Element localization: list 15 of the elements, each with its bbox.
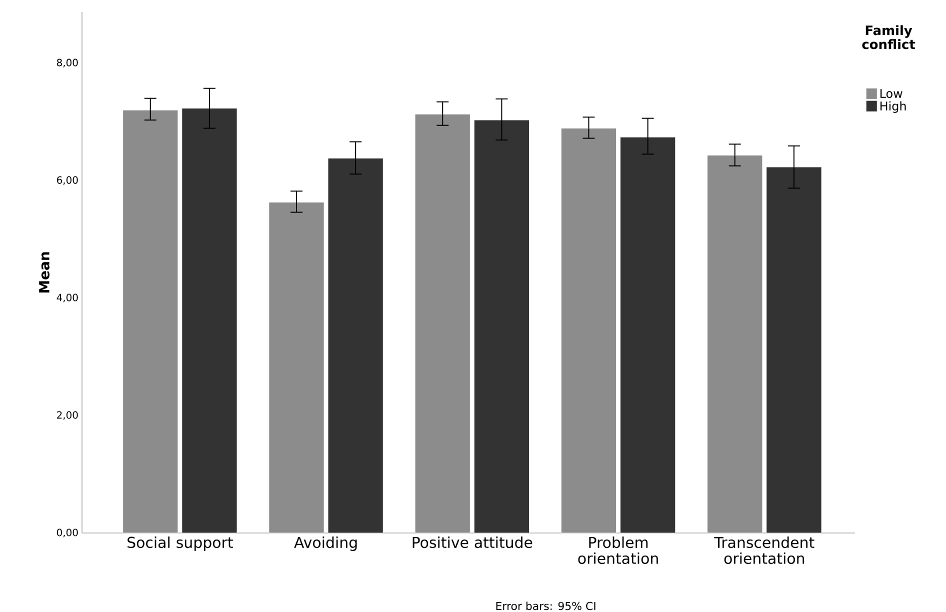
- y-axis-title: Mean: [39, 252, 50, 293]
- y-tick-label: 8,00: [56, 58, 78, 68]
- text: Error bars: 95% CI: [496, 602, 596, 610]
- legend-label: Low: [880, 89, 902, 98]
- y-tick-label: 0,00: [56, 528, 78, 538]
- y-tick-label: 2,00: [57, 411, 78, 420]
- x-tick-label: Transcendent orientation: [714, 536, 814, 564]
- y-tick-label: 6,00: [57, 176, 78, 185]
- y-tick-label: 4,00: [56, 294, 78, 302]
- legend-label: High: [880, 101, 906, 113]
- legend-title: Family conflict: [862, 25, 916, 50]
- x-tick-label: Social support: [128, 536, 233, 551]
- x-tick-label: Problem orientation: [578, 536, 658, 564]
- x-tick-label: Avoiding: [294, 536, 357, 551]
- x-tick-label: Positive attitude: [412, 536, 532, 548]
